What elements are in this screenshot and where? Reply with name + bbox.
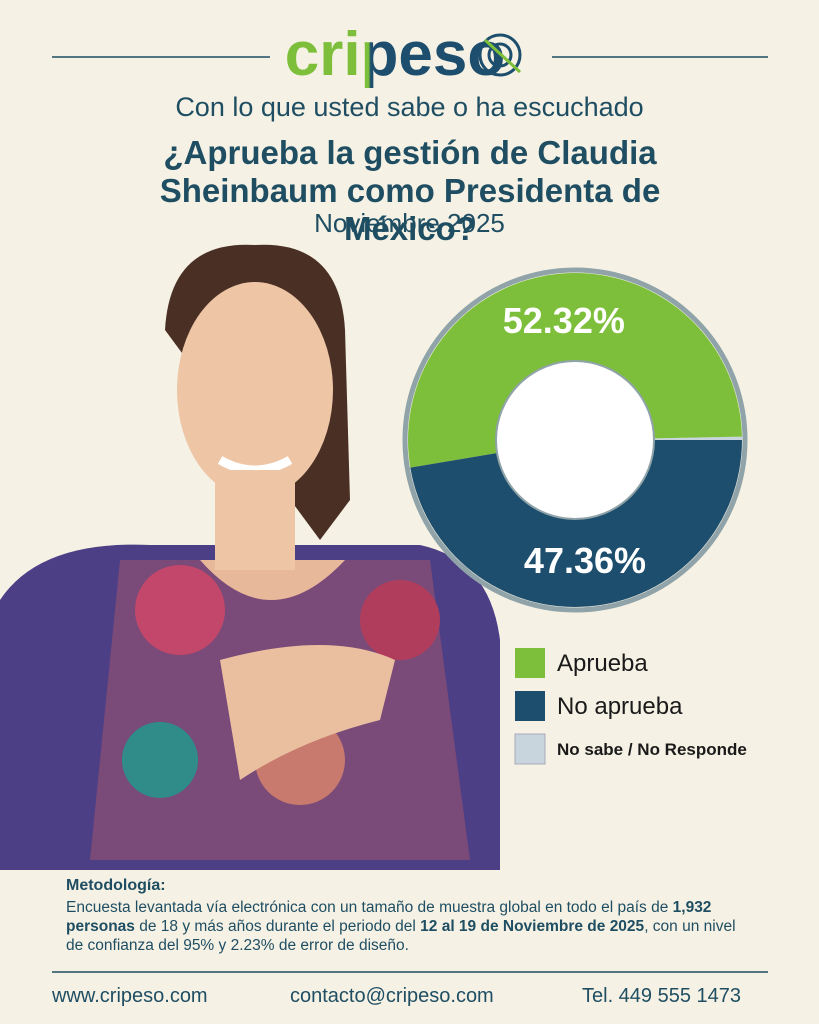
methodology: Metodología: Encuesta levantada vía elec… [66, 876, 756, 955]
methodology-part: Encuesta levantada vía electrónica con u… [66, 899, 669, 916]
methodology-text: Encuesta levantada vía electrónica con u… [66, 898, 756, 955]
legend-label: No sabe / No Responde [557, 740, 747, 759]
legend-label: No aprueba [557, 693, 683, 720]
portrait-illustration [0, 244, 500, 870]
phone: Tel. 449 555 1473 [582, 985, 742, 1007]
legend-swatch [515, 648, 545, 678]
methodology-part: , con un nivel de confianza del 95% y 2.… [66, 918, 736, 954]
methodology-part: 1,932 personas [66, 899, 712, 935]
methodology-heading: Metodología: [66, 877, 166, 894]
value-label: 47.36% [524, 540, 646, 581]
logo: cripeso [285, 20, 506, 89]
donut-hole [495, 360, 655, 520]
chart-title: ¿Aprueba la gestión de Claudia Sheinbaum… [159, 134, 661, 247]
methodology-part: de 18 y más años durante el periodo del [139, 918, 416, 935]
email: contacto@cripeso.com [290, 985, 494, 1007]
methodology-part: 12 al 19 de Noviembre de 2025 [420, 918, 645, 935]
donut-slice [652, 436, 742, 440]
kicker: Con lo que usted sabe o ha escuchado [175, 92, 644, 122]
legend-swatch [515, 691, 545, 721]
chart-subtitle: Noviembre 2025 [314, 208, 505, 238]
value-label: 52.32% [503, 300, 625, 341]
website: www.cripeso.com [52, 985, 208, 1007]
donut-slice [408, 272, 742, 468]
donut-slice [410, 440, 742, 607]
donut-ring [402, 267, 748, 613]
legend-swatch [514, 733, 546, 765]
legend-label: Aprueba [557, 650, 648, 677]
logo-target [478, 33, 522, 77]
